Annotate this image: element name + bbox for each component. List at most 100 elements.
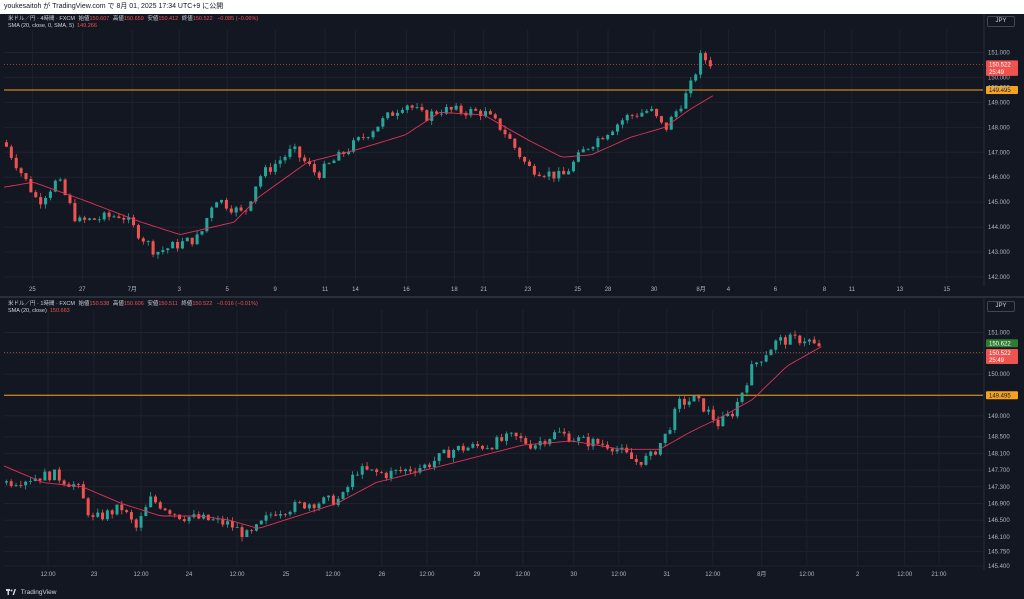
x-tick-label: 12:00 [515, 572, 531, 578]
candle-body [361, 137, 365, 138]
y-tick-label: 145.400 [988, 564, 1010, 570]
footer-brand: TradingView [20, 589, 57, 596]
x-tick-label: 2 [856, 572, 860, 578]
candle-body [63, 179, 67, 195]
y-tick-label: 149.000 [988, 414, 1010, 420]
candle-body [14, 157, 18, 169]
candle-body [125, 510, 129, 513]
candle-body [19, 168, 23, 174]
candle-body [779, 337, 783, 341]
candle-body [73, 203, 77, 222]
x-tick-label: 31 [663, 572, 670, 578]
candle-body [466, 447, 470, 451]
candle-body [423, 464, 427, 469]
candle-body [351, 140, 356, 152]
candle-body [418, 468, 422, 473]
candle-body [341, 492, 345, 499]
candle-body [547, 171, 551, 177]
pane-separator[interactable] [0, 296, 1024, 298]
candle-body [293, 502, 297, 512]
candle-body [288, 148, 292, 157]
candle-body [278, 160, 282, 164]
candle-body [430, 111, 434, 121]
candle-body [149, 496, 153, 508]
candle-body [610, 448, 614, 452]
sma-value: 150.663 [49, 308, 70, 314]
x-tick-label: 12:00 [705, 572, 721, 578]
candle-body [259, 176, 263, 187]
candle-body [224, 200, 228, 209]
chart-1h[interactable]: 145.400 145.750 146.100 146.500 146.900 147.3… [4, 298, 1020, 586]
candle-body [703, 53, 707, 61]
candle-body [726, 413, 730, 416]
y-tick-label: 150.000 [988, 75, 1010, 81]
candle-body [420, 107, 424, 111]
y-tick-label: 151.000 [988, 50, 1010, 56]
candle-body [182, 519, 186, 522]
chart-1h-pair: 米ドル／円 · 1時間 · FXCM [8, 301, 75, 307]
candle-body [606, 134, 610, 140]
x-tick-label: 21:00 [931, 572, 947, 578]
candle-body [151, 241, 155, 255]
candle-body [347, 151, 351, 155]
candle-body [96, 512, 100, 517]
chart-4h-svg[interactable]: 142.000 143.000 144.000 145.000 146.000 147.0… [4, 14, 1020, 296]
candle-body [44, 197, 48, 205]
level-price-badge [986, 86, 1018, 95]
candle-body [105, 510, 109, 520]
x-tick-label: 23 [91, 572, 98, 578]
sma-value: 149.266 [77, 23, 97, 29]
candle-body [469, 108, 473, 116]
candle-body [812, 339, 816, 344]
candle-body [413, 471, 417, 473]
candle-body [115, 504, 119, 515]
currency-badge-4h[interactable]: JPY [987, 16, 1015, 27]
candle-body [102, 212, 106, 220]
change-value: −0.016 (−0.01%) [216, 301, 258, 307]
price-badge-label: 150.522 [989, 351, 1011, 357]
x-tick-label: 14 [352, 287, 359, 293]
candle-body [298, 146, 302, 158]
candle-body [557, 170, 561, 179]
candle-body [405, 105, 409, 110]
candle-body [322, 497, 326, 504]
y-tick-label: 144.000 [988, 225, 1010, 231]
candle-body [694, 74, 698, 81]
candle-body [682, 398, 686, 405]
high-value: 150.606 [123, 301, 144, 307]
candle-body [678, 398, 682, 409]
candle-body [132, 217, 136, 226]
x-tick-label: 9 [274, 287, 278, 293]
candle-body [279, 514, 282, 516]
candle-body [735, 401, 739, 417]
x-tick-label: 12:00 [41, 572, 57, 578]
candle-body [459, 105, 463, 113]
x-tick-label: 12:00 [611, 572, 627, 578]
x-tick-label: 28 [605, 287, 612, 293]
candle-body [78, 217, 82, 222]
y-tick-label: 151.000 [988, 331, 1010, 337]
candle-body [591, 438, 595, 447]
candle-body [655, 108, 659, 117]
candle-body [596, 438, 600, 444]
candle-body [370, 469, 374, 471]
candle-body [308, 161, 312, 165]
chart-1h-svg[interactable]: 145.400 145.750 146.100 146.500 146.900 147.3… [4, 298, 1020, 586]
candle-body [543, 441, 547, 445]
candle-body [259, 520, 263, 525]
open-value: 150.607 [89, 16, 110, 22]
candle-body [783, 337, 787, 345]
x-tick-label: 12:00 [799, 572, 815, 578]
candle-body [524, 438, 528, 444]
candle-body [81, 484, 85, 499]
candle-body [581, 149, 585, 153]
y-tick-label: 146.100 [988, 535, 1010, 541]
x-tick-label: 8月 [696, 286, 705, 293]
open-value: 150.538 [89, 301, 110, 307]
chart-4h[interactable]: 142.000 143.000 144.000 145.000 146.000 147.0… [4, 14, 1020, 296]
candle-body [110, 510, 114, 515]
candle-body [394, 470, 398, 471]
candle-body [449, 107, 453, 110]
candle-body [532, 165, 536, 175]
currency-badge-1h[interactable]: JPY [987, 301, 1015, 312]
